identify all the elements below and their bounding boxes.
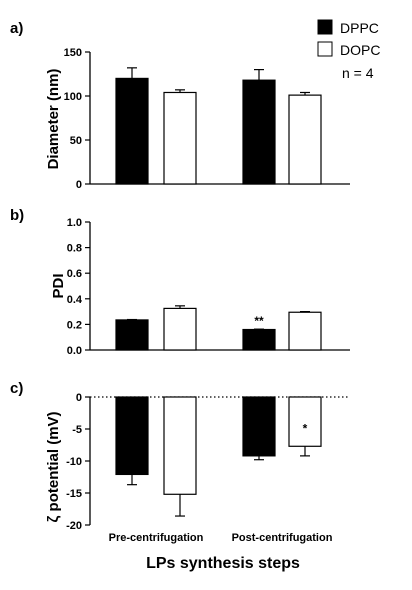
bar-dppc-pre (115, 77, 149, 185)
significance-marker: ** (254, 314, 264, 328)
legend-label-dopc: DOPC (340, 42, 380, 58)
panel-b-plot: 0.0 0.2 0.4 0.6 0.8 1.0 ** (67, 217, 350, 357)
bar-dopc-pre (163, 396, 197, 495)
legend-label-dppc: DPPC (340, 20, 379, 36)
panel-c: c) 0 -5 -10 -15 -20 * Pre-centrifugation Post-c… (10, 380, 350, 544)
y-tick-label: 0 (76, 179, 82, 191)
bar-dppc-post (242, 328, 276, 351)
panel-a-ylabel: Diameter (nm) (45, 69, 62, 170)
y-tick-label: 150 (64, 47, 82, 59)
panel-c-plot: 0 -5 -10 -15 -20 * Pre-centrifugation Post-cent… (66, 392, 350, 544)
legend-swatch-dopc (317, 41, 333, 57)
bar-dppc-pre (115, 319, 149, 351)
x-axis-title: LPs synthesis steps (146, 555, 300, 572)
y-tick-label: -10 (66, 456, 82, 468)
y-tick-label: 0.0 (67, 345, 82, 357)
y-tick-label: -5 (72, 424, 82, 436)
significance-marker: * (303, 422, 308, 436)
panel-b-letter: b) (10, 207, 24, 224)
bar-dppc-pre (115, 396, 149, 476)
y-tick-label: 0.4 (67, 294, 83, 306)
bar-dopc-post (288, 311, 322, 351)
bar-dppc-post (242, 79, 276, 185)
panel-a-plot: 0 50 100 150 (64, 47, 350, 191)
panel-a-letter: a) (10, 20, 23, 37)
y-tick-label: 0 (76, 392, 82, 404)
bar-dppc-post (242, 396, 276, 457)
x-category-label: Post-centrifugation (232, 532, 333, 544)
panel-c-letter: c) (10, 380, 23, 397)
panel-b-ylabel: PDI (50, 273, 67, 298)
panel-a: a) 0 50 100 150 Diameter (nm) (10, 20, 350, 191)
y-tick-label: -15 (66, 488, 82, 500)
panel-c-ylabel: ζ potential (mV) (45, 411, 62, 522)
bar-dopc-pre (163, 91, 197, 185)
y-tick-label: 0.2 (67, 319, 82, 331)
bar-dopc-post (288, 94, 322, 185)
bar-dopc-pre (163, 307, 197, 351)
x-category-label: Pre-centrifugation (109, 532, 204, 544)
legend: DPPC DOPC n = 4 (317, 19, 380, 81)
y-tick-label: 1.0 (67, 217, 82, 229)
y-tick-label: 0.6 (67, 268, 82, 280)
y-tick-label: 50 (70, 135, 82, 147)
y-tick-label: -20 (66, 520, 82, 532)
y-tick-label: 100 (64, 91, 82, 103)
y-tick-label: 0.8 (67, 243, 82, 255)
legend-note: n = 4 (342, 65, 374, 81)
legend-swatch-dppc (317, 19, 333, 35)
panel-b: b) 0.0 0.2 0.4 0.6 0.8 1.0 ** PDI (10, 207, 350, 357)
